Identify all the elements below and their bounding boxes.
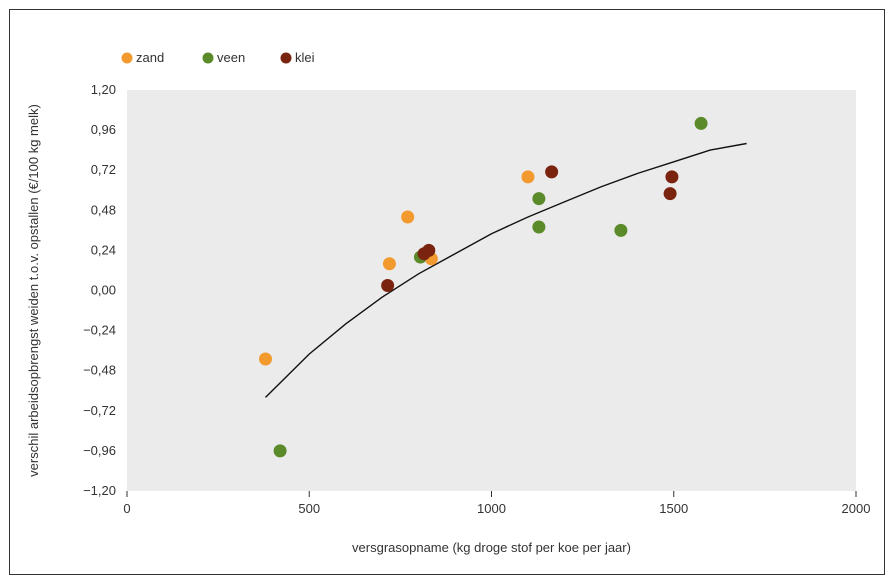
y-tick-label: 0,72 (91, 162, 116, 177)
y-axis-title: verschil arbeidsopbrengst weiden t.o.v. … (26, 104, 41, 477)
x-tick-label: 2000 (842, 501, 871, 516)
y-tick-label: −0,24 (83, 323, 116, 338)
data-point-zand (259, 352, 273, 366)
x-tick-label: 0 (123, 501, 130, 516)
x-axis-title: versgrasopname (kg droge stof per koe pe… (352, 540, 631, 555)
data-point-klei (545, 165, 559, 179)
data-point-veen (694, 116, 708, 130)
data-point-veen (532, 192, 546, 206)
x-tick-label: 1000 (477, 501, 506, 516)
data-point-klei (665, 170, 679, 184)
y-tick-label: 0,24 (91, 242, 116, 257)
data-point-veen (532, 220, 546, 234)
x-tick-label: 500 (298, 501, 320, 516)
y-tick-label: 1,20 (91, 82, 116, 97)
y-tick-label: 0,00 (91, 283, 116, 298)
legend-label-veen: veen (217, 50, 245, 65)
y-tick-label: −0,72 (83, 403, 116, 418)
y-tick-label: −0,48 (83, 363, 116, 378)
legend-marker-veen (202, 52, 214, 64)
y-tick-label: −1,20 (83, 483, 116, 498)
data-point-veen (273, 444, 287, 458)
legend-marker-klei (280, 52, 292, 64)
legend-label-klei: klei (295, 50, 315, 65)
y-tick-label: 0,48 (91, 202, 116, 217)
legend-label-zand: zand (136, 50, 164, 65)
legend-marker-zand (121, 52, 133, 64)
y-tick-label: 0,96 (91, 122, 116, 137)
data-point-zand (401, 210, 415, 224)
data-point-veen (614, 223, 628, 237)
data-point-klei (663, 187, 677, 201)
scatter-chart: 1,20 0,96 0,72 0,48 0,24 0,00 −0,24 −0,48 −0,72 −… (26, 50, 871, 555)
data-point-klei (381, 278, 395, 292)
data-point-klei (422, 243, 436, 257)
chart-frame: 1,20 0,96 0,72 0,48 0,24 0,00 −0,24 −0,48 −0,72 −… (9, 9, 885, 575)
data-point-zand (382, 257, 396, 271)
y-tick-label: −0,96 (83, 443, 116, 458)
data-point-zand (521, 170, 535, 184)
plot-area (127, 90, 856, 491)
trend-line (265, 142, 747, 398)
x-tick-label: 1500 (659, 501, 688, 516)
